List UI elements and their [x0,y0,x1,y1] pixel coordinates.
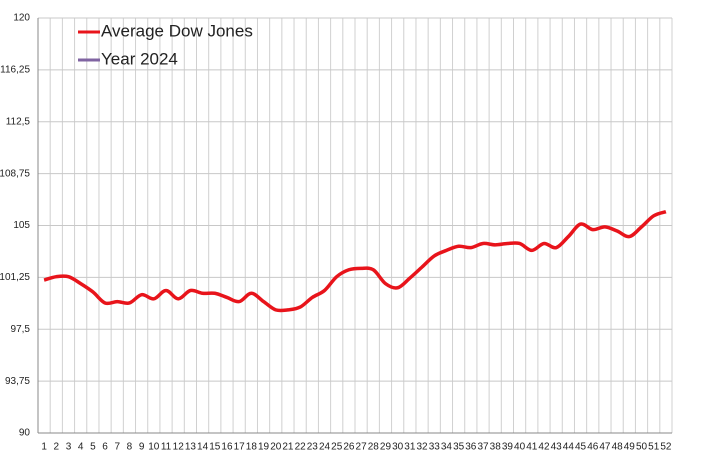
x-tick-label: 27 [356,442,368,453]
y-tick-label: 93,75 [5,376,30,387]
x-tick-label: 34 [441,442,453,453]
x-tick-label: 47 [599,442,611,453]
x-tick-label: 52 [660,442,672,453]
y-tick-label: 101,25 [0,272,30,283]
y-tick-label: 108,75 [0,168,30,179]
y-tick-label: 116,25 [0,65,30,76]
y-tick-label: 90 [19,428,31,439]
x-tick-label: 24 [319,442,331,453]
x-tick-label: 46 [587,442,599,453]
x-tick-label: 4 [78,442,84,453]
x-tick-label: 16 [221,442,233,453]
x-tick-label: 2 [54,442,60,453]
x-tick-label: 49 [624,442,636,453]
x-tick-label: 18 [246,442,258,453]
x-tick-label: 32 [416,442,428,453]
y-tick-label: 112,5 [6,116,31,127]
x-tick-label: 12 [173,442,185,453]
x-tick-label: 39 [502,442,514,453]
x-tick-label: 13 [185,442,197,453]
x-tick-label: 31 [404,442,416,453]
x-tick-label: 25 [331,442,343,453]
x-tick-label: 14 [197,442,209,453]
x-tick-label: 9 [139,442,145,453]
x-tick-label: 51 [648,442,660,453]
x-tick-label: 21 [282,442,294,453]
x-tick-label: 7 [114,442,120,453]
x-tick-label: 33 [429,442,441,453]
legend-label: Average Dow Jones [101,21,253,40]
x-tick-label: 11 [161,442,172,453]
x-tick-label: 48 [612,442,624,453]
x-tick-label: 10 [148,442,160,453]
x-tick-label: 29 [380,442,392,453]
x-tick-label: 6 [102,442,108,453]
x-tick-label: 8 [127,442,133,453]
y-tick-label: 97,5 [11,324,31,335]
x-tick-label: 1 [41,442,47,453]
x-tick-label: 28 [368,442,380,453]
data-line [43,209,667,313]
x-tick-label: 19 [258,442,270,453]
y-tick-label: 120 [13,13,30,24]
x-tick-label: 41 [526,442,538,453]
x-tick-label: 22 [295,442,307,453]
x-tick-label: 23 [307,442,319,453]
x-tick-label: 36 [465,442,477,453]
x-tick-label: 15 [209,442,221,453]
x-tick-label: 37 [477,442,489,453]
x-tick-label: 20 [270,442,282,453]
x-tick-label: 3 [66,442,72,453]
x-tick-label: 17 [234,442,246,453]
y-tick-label: 105 [13,220,30,231]
x-tick-label: 50 [636,442,648,453]
x-tick-label: 5 [90,442,96,453]
x-tick-label: 35 [453,442,465,453]
x-tick-label: 43 [551,442,563,453]
x-tick-label: 45 [575,442,587,453]
x-tick-label: 30 [392,442,404,453]
legend-label: Year 2024 [101,49,178,68]
x-tick-label: 26 [343,442,355,453]
x-tick-label: 42 [538,442,550,453]
x-tick-label: 40 [514,442,526,453]
x-tick-label: 44 [563,442,575,453]
x-tick-label: 38 [490,442,502,453]
